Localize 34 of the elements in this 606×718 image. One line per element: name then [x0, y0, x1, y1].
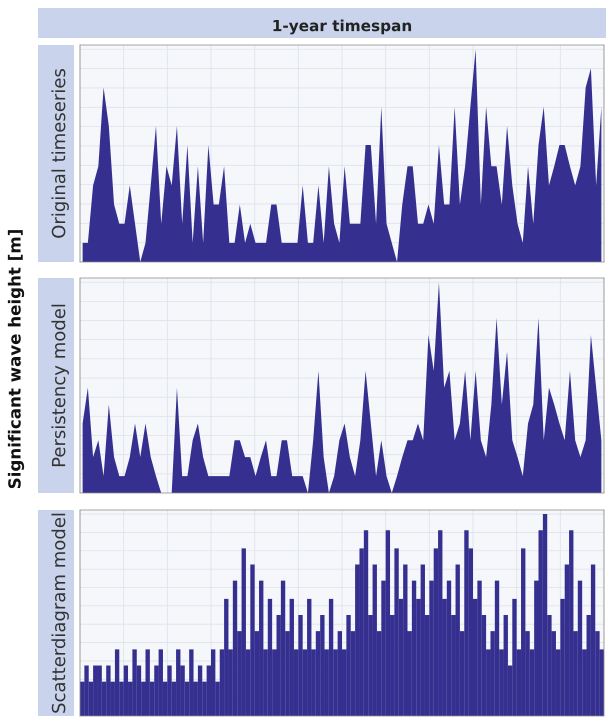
bar: [84, 666, 89, 716]
bar: [232, 580, 238, 716]
bar: [578, 580, 582, 716]
bar: [364, 530, 368, 716]
bar: [298, 615, 303, 716]
text: Significant wave height [m]: [8, 230, 24, 488]
chart-title: 1-year timespan: [273, 20, 412, 34]
bar: [198, 666, 202, 716]
bar: [167, 666, 172, 716]
bar: [386, 530, 390, 716]
bar: [189, 649, 194, 716]
bar: [590, 564, 596, 716]
bar: [394, 548, 399, 716]
bar: [477, 580, 482, 716]
bar: [328, 598, 334, 716]
bar: [114, 649, 120, 716]
bar: [106, 666, 111, 716]
bar: [132, 649, 137, 716]
bar: [97, 666, 102, 716]
y-axis-title: Persistency model: [51, 304, 69, 466]
y-axis-title: Original timeseries: [51, 69, 69, 238]
bar: [280, 580, 286, 716]
bar: [512, 598, 517, 716]
bar: [346, 615, 351, 716]
bar: [124, 666, 128, 716]
bar: [412, 580, 416, 716]
bar: [542, 514, 548, 716]
bar: [320, 615, 325, 716]
bar: [464, 530, 469, 716]
bar: [268, 598, 272, 716]
y-axis-title: Scatterdiagram model: [51, 514, 69, 713]
bar: [250, 564, 255, 716]
bar: [446, 580, 452, 716]
bar: [494, 580, 500, 716]
